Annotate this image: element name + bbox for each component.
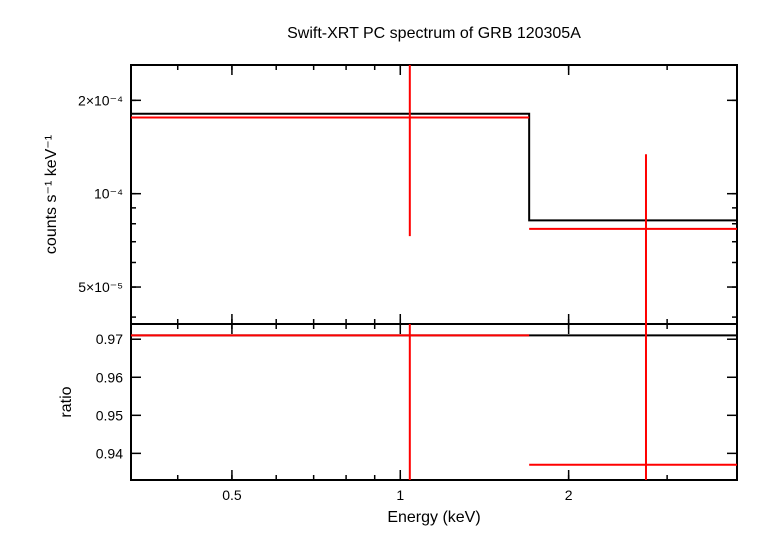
- svg-text:0.95: 0.95: [96, 407, 123, 423]
- svg-text:0.94: 0.94: [96, 445, 123, 461]
- svg-text:counts s⁻¹ keV⁻¹: counts s⁻¹ keV⁻¹: [43, 135, 60, 254]
- svg-text:Swift-XRT PC spectrum of GRB 1: Swift-XRT PC spectrum of GRB 120305A: [287, 25, 581, 42]
- svg-text:10⁻⁴: 10⁻⁴: [94, 186, 123, 202]
- svg-text:2: 2: [565, 487, 573, 503]
- svg-text:1: 1: [396, 487, 404, 503]
- svg-text:2×10⁻⁴: 2×10⁻⁴: [78, 92, 123, 108]
- svg-text:0.97: 0.97: [96, 331, 123, 347]
- svg-text:0.96: 0.96: [96, 369, 123, 385]
- svg-text:ratio: ratio: [58, 386, 75, 417]
- svg-text:Energy (keV): Energy (keV): [387, 509, 480, 526]
- svg-text:0.5: 0.5: [222, 487, 242, 503]
- svg-text:5×10⁻⁵: 5×10⁻⁵: [78, 279, 123, 295]
- chart-container: Swift-XRT PC spectrum of GRB 120305A 0.5 1…: [0, 0, 758, 556]
- spectrum-chart: Swift-XRT PC spectrum of GRB 120305A 0.5 1…: [0, 0, 758, 556]
